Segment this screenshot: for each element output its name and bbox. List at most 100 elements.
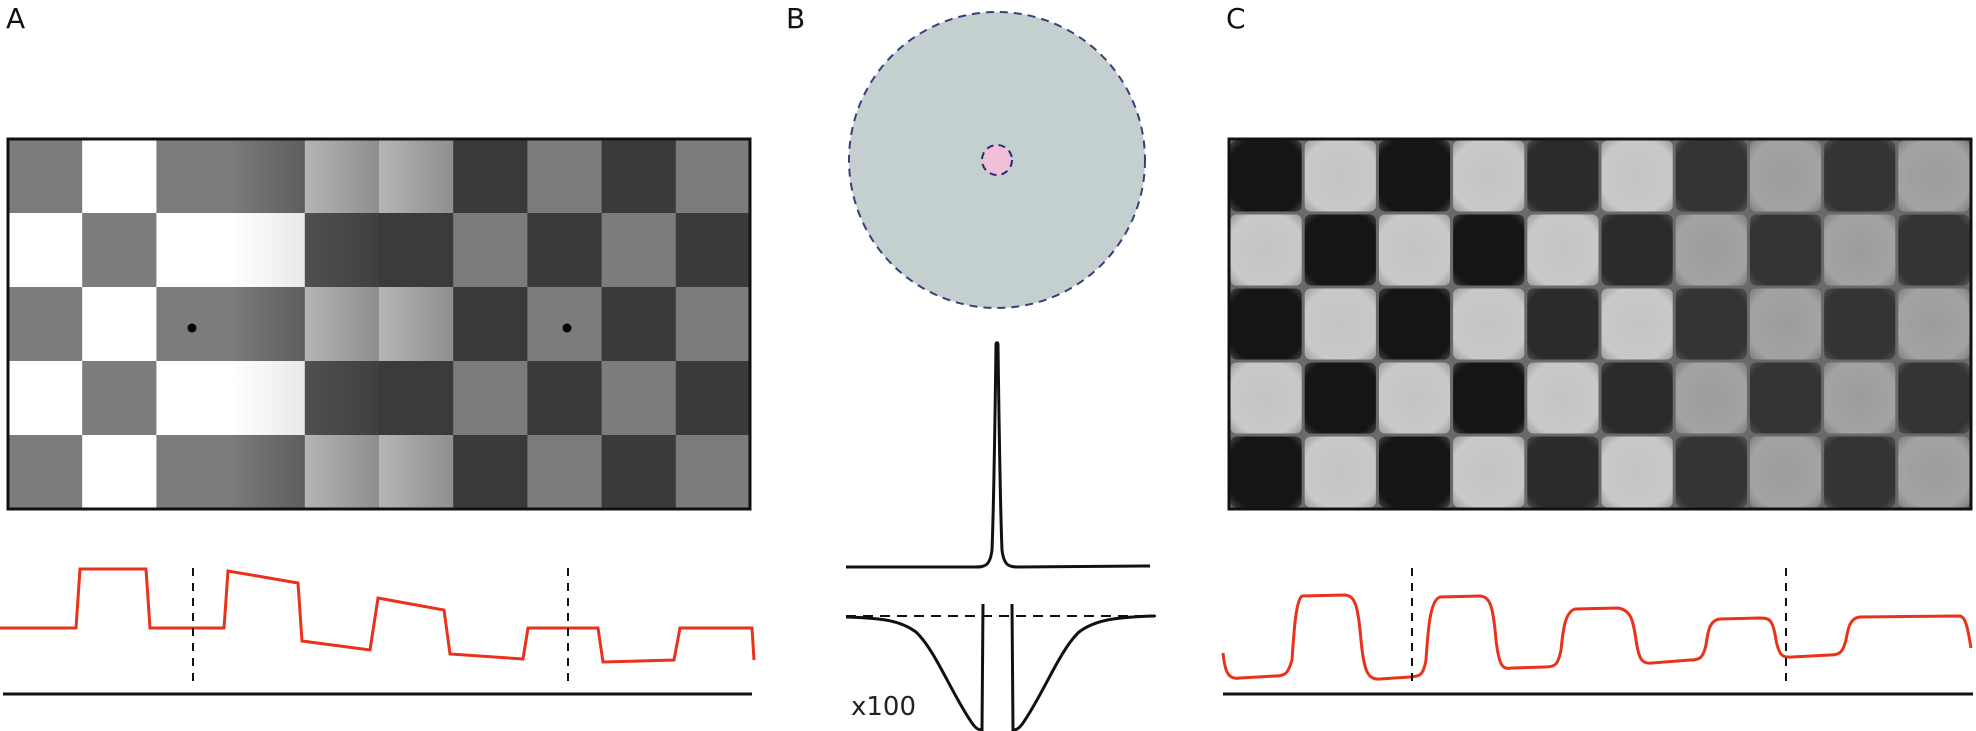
perceived-checker-square [1749,288,1822,360]
perceived-checker-square [1749,140,1822,212]
panel-a-label: A [6,2,25,35]
panel-a: A [0,2,756,696]
checker-square [8,361,83,436]
perceived-checker-square [1898,140,1970,212]
checker-square [8,213,83,288]
checker-square [601,139,677,214]
checker-square [82,287,157,362]
checker-square [379,287,454,362]
perceived-checker-square [1675,288,1747,360]
perceived-checker-square [1304,362,1376,434]
perceived-checker-square [1304,436,1376,508]
perceived-checker-square [1453,140,1525,212]
perceived-checker-square [1824,436,1896,508]
receptive-field-center [981,144,1013,176]
perceived-checker-square [1749,362,1822,434]
checkerboard-a-border [6,137,752,511]
perceived-checker-square [1601,140,1673,212]
checker-square [230,139,306,214]
perceived-checker-square [1304,140,1376,212]
checker-square [601,213,677,288]
checker-square [527,361,603,436]
perceived-checker-square [1824,362,1896,434]
perceived-checker-square [1378,362,1451,434]
target-dot-right [562,323,572,333]
checker-square [8,287,83,362]
checker-square [675,287,751,362]
perceived-checker-square [1527,362,1599,434]
checker-square [601,435,677,510]
checkerboard-a [8,139,751,510]
checker-square [601,287,677,362]
checker-square [527,213,603,288]
checker-square [453,213,528,288]
checker-square [82,139,157,214]
checker-square [675,139,751,214]
checker-square [304,287,380,362]
checker-square [675,213,751,288]
panel-b-label: B [786,2,805,35]
perceived-checker-square [1304,214,1376,286]
checker-square [453,435,528,510]
checker-square [82,213,157,288]
perceived-checker-square [1601,436,1673,508]
checker-square [675,361,751,436]
checkerboard-c-border [1227,137,1973,511]
perceived-checker-square [1527,436,1599,508]
perceived-checker-square [1453,214,1525,286]
center-kernel-curve [846,341,1151,569]
checker-square [230,435,306,510]
checker-square [82,361,157,436]
luminance-profile-c [1221,593,1973,681]
checker-square [453,287,528,362]
perceived-checker-square [1453,362,1525,434]
perceived-checker-square [1898,288,1970,360]
perceived-checker-square [1230,214,1302,286]
perceived-checker-square [1898,214,1970,286]
surround-kernel-curve [845,603,1156,731]
perceived-checker-square [1824,214,1896,286]
panel-b: B x100 [786,2,1156,731]
checker-square [156,435,232,510]
checker-square [453,139,528,214]
perceived-checker-square [1675,362,1747,434]
checker-square [304,361,380,436]
perceived-checker-square [1378,214,1451,286]
surround-scale-label: x100 [851,692,916,722]
panel-c: C [1221,2,1973,696]
perceived-checker-square [1601,214,1673,286]
perceived-checker-square [1675,140,1747,212]
checker-square [8,435,83,510]
perceived-checker-square [1230,436,1302,508]
checker-square [304,435,380,510]
checker-square [230,213,306,288]
checker-square [304,213,380,288]
perceived-checker-square [1230,288,1302,360]
perceived-checker-square [1378,288,1451,360]
checker-square [82,435,157,510]
checker-square [527,435,603,510]
perceived-checker-square [1824,288,1896,360]
perceived-checker-square [1378,436,1451,508]
target-dot-left [187,323,197,333]
checker-square [156,213,232,288]
perceived-checker-square [1675,214,1747,286]
perceived-checker-square [1749,214,1822,286]
perceived-checker-square [1749,436,1822,508]
perceived-checker-square [1527,288,1599,360]
perceived-checker-square [1824,140,1896,212]
perceived-checker-square [1378,140,1451,212]
perceived-checker-square [1898,436,1970,508]
perceived-checker-square [1453,436,1525,508]
checker-square [601,361,677,436]
perceived-checker-square [1527,140,1599,212]
checker-square [230,287,306,362]
checker-square [379,213,454,288]
perceived-checker-square [1453,288,1525,360]
checker-square [156,361,232,436]
panel-c-label: C [1226,2,1246,35]
checker-square [527,139,603,214]
perceived-checker-square [1601,362,1673,434]
perceived-checker-square [1675,436,1747,508]
